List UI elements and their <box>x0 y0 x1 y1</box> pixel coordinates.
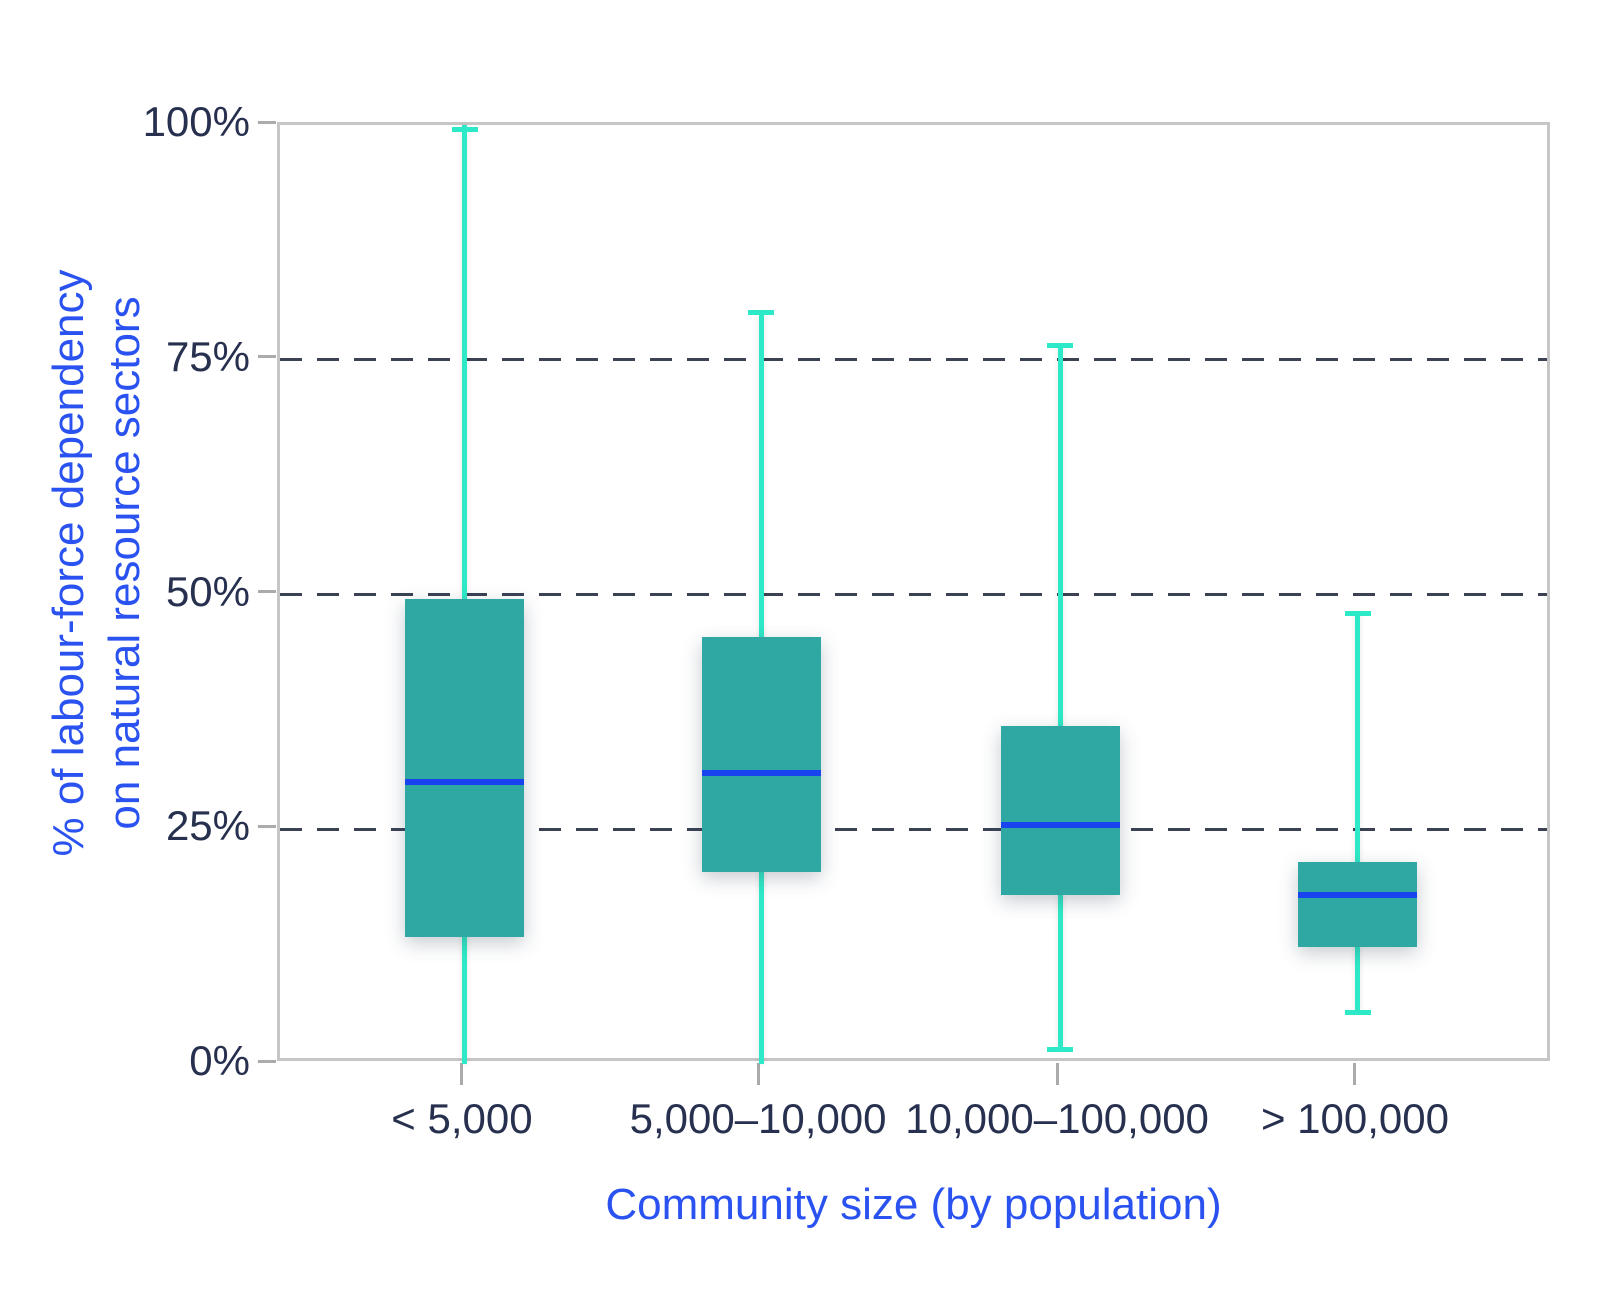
box-3 <box>1000 725 1120 895</box>
gridline-75pct <box>280 358 1547 362</box>
y-tick-mark <box>258 590 276 593</box>
gridline-25pct <box>280 827 1547 831</box>
y-tick-mark <box>258 120 276 124</box>
x-tick-mark <box>1055 1063 1059 1085</box>
box-1 <box>405 599 525 938</box>
whisker-line <box>1057 345 1063 1050</box>
y-tick-label: 50% <box>165 567 250 615</box>
whisker-line <box>1355 613 1361 1013</box>
y-tick-label: 0% <box>189 1037 250 1084</box>
gridline-50pct <box>280 593 1547 596</box>
y-tick-mark <box>258 824 276 828</box>
whisker-cap-low <box>1047 1047 1074 1053</box>
whisker-cap-high <box>451 127 478 132</box>
whisker-cap-high <box>1047 343 1074 349</box>
x-tick-mark <box>1353 1063 1357 1085</box>
plot-area <box>277 122 1550 1064</box>
y-tick-label: 75% <box>165 332 250 380</box>
x-tick-mark <box>756 1063 760 1085</box>
y-tick-mark <box>258 1059 276 1063</box>
whisker-cap-high <box>1344 610 1371 616</box>
y-tick-label: 25% <box>165 802 250 850</box>
whisker-cap-high <box>748 310 775 316</box>
y-tick-label: 100% <box>142 98 250 145</box>
median-line <box>1298 891 1418 898</box>
y-tick-mark <box>258 355 276 359</box>
x-tick-label: > 100,000 <box>1260 1095 1449 1142</box>
whisker-line <box>462 125 468 1064</box>
box-4 <box>1298 862 1418 947</box>
box-2 <box>701 636 821 872</box>
whisker-cap-low <box>1344 1009 1371 1015</box>
median-line <box>405 779 525 786</box>
median-line <box>1000 821 1120 828</box>
x-tick-mark <box>460 1063 464 1085</box>
median-line <box>701 769 821 776</box>
x-axis-title: Community size (by population) <box>605 1180 1222 1229</box>
x-tick-label: 10,000–100,000 <box>905 1095 1209 1142</box>
x-tick-label: 5,000–10,000 <box>629 1095 887 1142</box>
x-tick-label: < 5,000 <box>391 1095 533 1142</box>
